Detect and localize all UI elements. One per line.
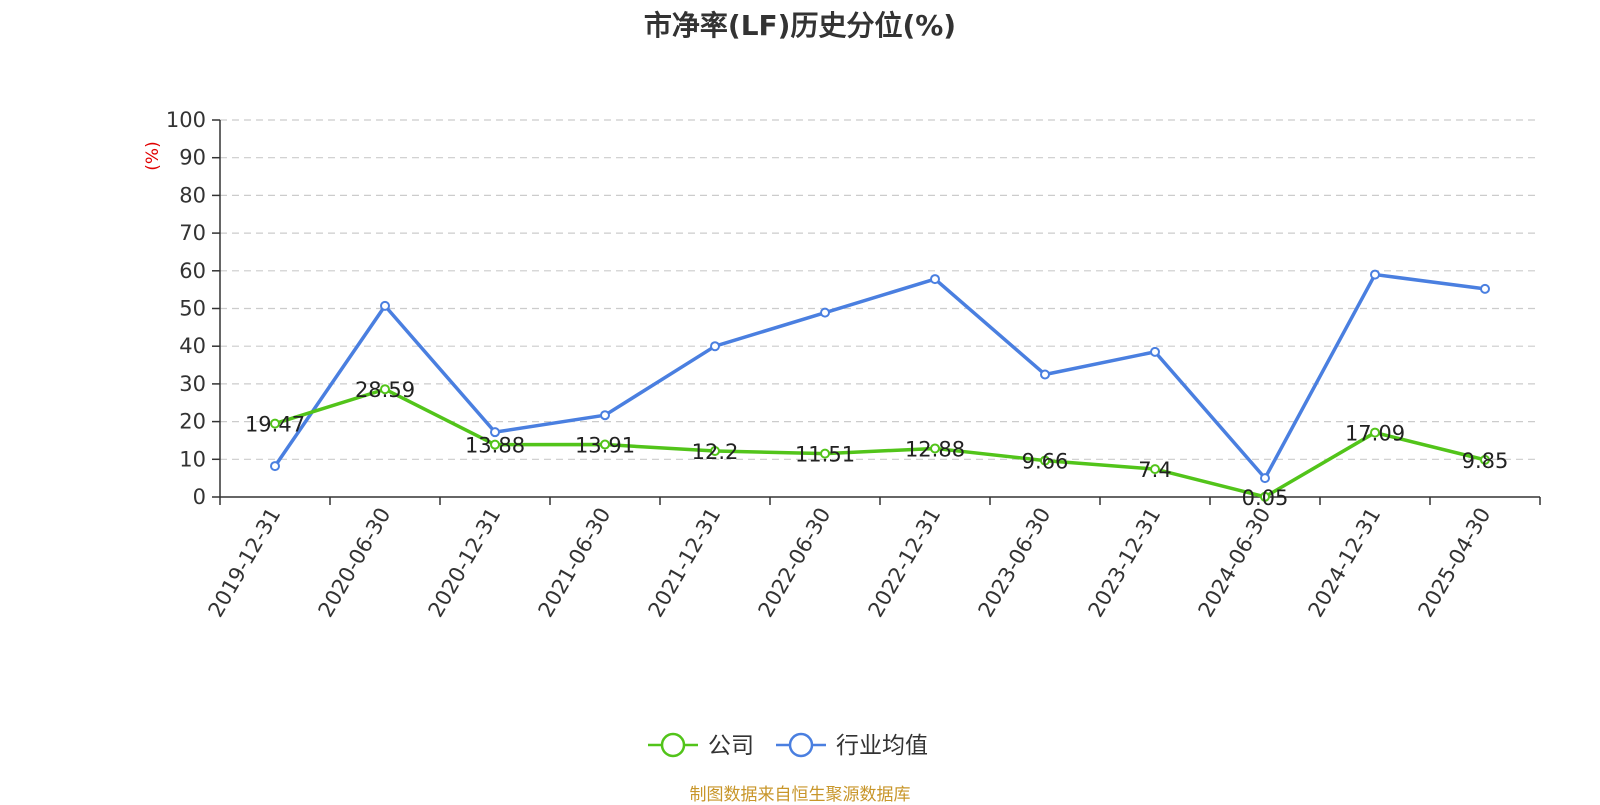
y-axis-label: (%) — [143, 141, 163, 170]
data-point — [820, 307, 830, 318]
x-tick-label: 2020-06-30 — [314, 504, 396, 622]
data-label: 19.47 — [245, 413, 305, 437]
x-tick-label: 2022-12-31 — [864, 504, 946, 622]
data-point — [710, 446, 720, 457]
data-point — [270, 418, 280, 429]
x-tick-label: 2020-12-31 — [424, 504, 506, 622]
data-label: 28.59 — [355, 378, 415, 402]
chart-title: 市净率(LF)历史分位(%) — [643, 9, 957, 42]
x-tick-label: 2023-06-30 — [974, 504, 1056, 622]
data-point — [1480, 454, 1490, 465]
data-point — [1480, 283, 1490, 294]
data-point — [490, 427, 500, 438]
y-tick-label: 40 — [179, 334, 206, 358]
data-point — [930, 274, 940, 285]
data-point — [1040, 369, 1050, 380]
y-tick-label: 70 — [179, 221, 206, 245]
data-point — [1260, 491, 1270, 502]
data-label: 0.05 — [1242, 486, 1289, 510]
x-tick-label: 2024-12-31 — [1304, 504, 1386, 622]
data-point — [600, 410, 610, 421]
data-labels: 19.47 28.59 13.88 13.91 12.2 11.51 12.88 9.66 7.… — [245, 378, 1508, 510]
data-point — [710, 341, 720, 352]
data-point — [930, 443, 940, 454]
y-tick-label: 90 — [179, 146, 206, 170]
y-tick-label: 10 — [179, 447, 206, 471]
legend-label: 行业均值 — [836, 733, 928, 759]
legend-item: 公司 — [648, 732, 754, 759]
data-label: 7.4 — [1138, 458, 1171, 482]
data-point — [380, 384, 390, 395]
data-label: 9.85 — [1462, 449, 1509, 473]
series-line — [274, 387, 1486, 499]
data-label: 12.88 — [905, 437, 965, 461]
legend-marker — [660, 732, 686, 758]
data-point — [600, 439, 610, 450]
legend-label: 公司 — [708, 733, 754, 759]
data-point — [1370, 427, 1380, 438]
data-point — [1040, 455, 1050, 466]
data-label: 11.51 — [795, 443, 855, 467]
y-tick-label: 20 — [179, 410, 206, 434]
series-lines — [270, 269, 1490, 502]
x-tick-label: 2021-12-31 — [644, 504, 726, 622]
data-point — [1150, 464, 1160, 475]
data-label: 17.09 — [1345, 422, 1405, 446]
data-point — [1150, 346, 1160, 357]
data-point — [490, 439, 500, 450]
y-tick-label: 30 — [179, 372, 206, 396]
y-tick-label: 50 — [179, 297, 206, 321]
source-note: 制图数据来自恒生聚源数据库 — [689, 785, 911, 805]
legend: 公司 行业均值 — [648, 732, 928, 759]
data-label: 12.2 — [692, 440, 739, 464]
x-tick-label: 2021-06-30 — [534, 504, 616, 622]
x-tick-label: 2019-12-31 — [204, 504, 286, 622]
axes: 0 10 20 30 40 50 60 70 80 90 100(%) 2019-12-31 2020-… — [143, 108, 1541, 622]
y-tick-label: 80 — [179, 183, 206, 207]
data-point — [1260, 473, 1270, 484]
data-point — [380, 300, 390, 311]
data-label: 13.88 — [465, 434, 525, 458]
data-point — [270, 461, 280, 472]
data-label: 9.66 — [1022, 450, 1069, 474]
data-label: 13.91 — [575, 434, 635, 458]
x-tick-label: 2023-12-31 — [1084, 504, 1166, 622]
y-tick-label: 0 — [193, 485, 206, 509]
x-tick-label: 2022-06-30 — [754, 504, 836, 622]
y-tick-label: 100 — [166, 108, 206, 132]
y-tick-label: 60 — [179, 259, 206, 283]
data-point — [1370, 269, 1380, 280]
grid-lines — [220, 119, 1540, 460]
legend-item: 行业均值 — [776, 732, 928, 759]
x-tick-label: 2024-06-30 — [1194, 504, 1276, 622]
legend-marker — [788, 732, 814, 758]
series-line — [273, 272, 1486, 480]
data-point — [820, 448, 830, 459]
x-tick-label: 2025-04-30 — [1414, 504, 1496, 622]
